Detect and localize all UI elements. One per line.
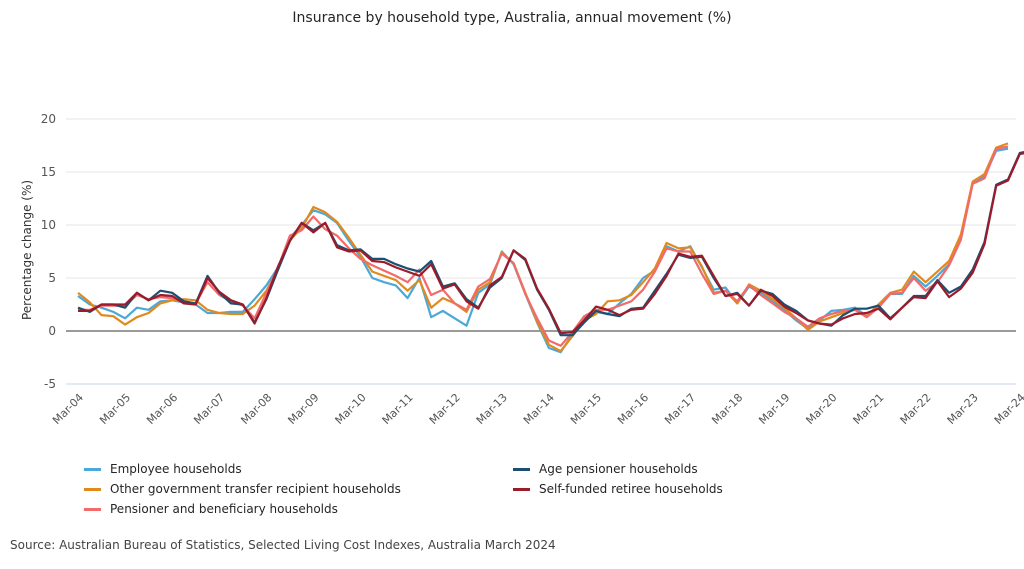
legend-swatch [84,507,101,511]
x-tick-label: Mar-07 [191,391,227,427]
x-axis-ticks: Mar-04 Mar-05 Mar-06 Mar-07 Mar-08 Mar-09 Mar-… [50,391,1024,427]
legend-swatch [513,487,530,491]
x-tick-label: Mar-04 [50,391,86,427]
x-tick-label: Mar-20 [803,391,839,427]
series-lines [77,142,1024,354]
x-tick-label: Mar-17 [662,391,698,427]
legend-label: Self-funded retiree households [539,482,723,496]
legend-label: Age pensioner households [539,462,698,476]
y-tick-label: 10 [41,218,56,232]
series-line-pensioner-and-beneficiary-households [78,145,1009,347]
x-tick-label: Mar-22 [898,391,934,427]
x-tick-label: Mar-14 [521,391,557,427]
x-tick-label: Mar-15 [568,391,604,427]
legend-label: Other government transfer recipient hous… [110,482,401,496]
legend-label: Pensioner and beneficiary households [110,502,338,516]
legend-item[interactable]: Age pensioner households [513,462,698,476]
x-tick-label: Mar-05 [97,391,133,427]
x-tick-label: Mar-10 [333,391,369,427]
legend-item[interactable]: Self-funded retiree households [513,482,723,496]
series-line-employee-households [77,147,1009,354]
y-tick-label: -5 [44,377,56,391]
chart-title: Insurance by household type, Australia, … [292,10,732,26]
x-tick-label: Mar-12 [427,391,463,427]
x-tick-label: Mar-19 [756,391,792,427]
y-tick-label: 15 [41,165,56,179]
legend-item[interactable]: Pensioner and beneficiary households [84,502,338,516]
legend-item[interactable]: Employee households [84,462,242,476]
y-tick-label: 0 [48,324,56,338]
legend-swatch [84,487,101,491]
legend-swatch [84,467,101,471]
x-tick-label: Mar-24 [992,391,1024,427]
y-axis-label: Percentage change (%) [20,180,34,320]
x-tick-label: Mar-13 [474,391,510,427]
y-tick-label: 5 [48,271,56,285]
x-tick-label: Mar-18 [709,391,745,427]
legend-label: Employee households [110,462,242,476]
y-tick-label: 20 [41,112,56,126]
x-tick-label: Mar-23 [945,391,981,427]
legend-swatch [513,467,530,471]
source-note: Source: Australian Bureau of Statistics,… [10,538,556,552]
series-line-self-funded-retiree-households [78,152,1024,335]
x-tick-label: Mar-06 [144,391,180,427]
series-line-age-pensioner-households [77,151,1024,337]
x-tick-label: Mar-21 [851,391,887,427]
x-tick-label: Mar-16 [615,391,651,427]
x-tick-label: Mar-08 [238,391,274,427]
gridlines [66,118,1016,385]
series-line-other-government-transfer-recipient-households [77,142,1009,353]
x-tick-label: Mar-11 [380,391,416,427]
y-axis-ticks: 20 15 10 5 0 -5 [41,112,56,391]
x-tick-label: Mar-09 [285,391,321,427]
legend-item[interactable]: Other government transfer recipient hous… [84,482,401,496]
